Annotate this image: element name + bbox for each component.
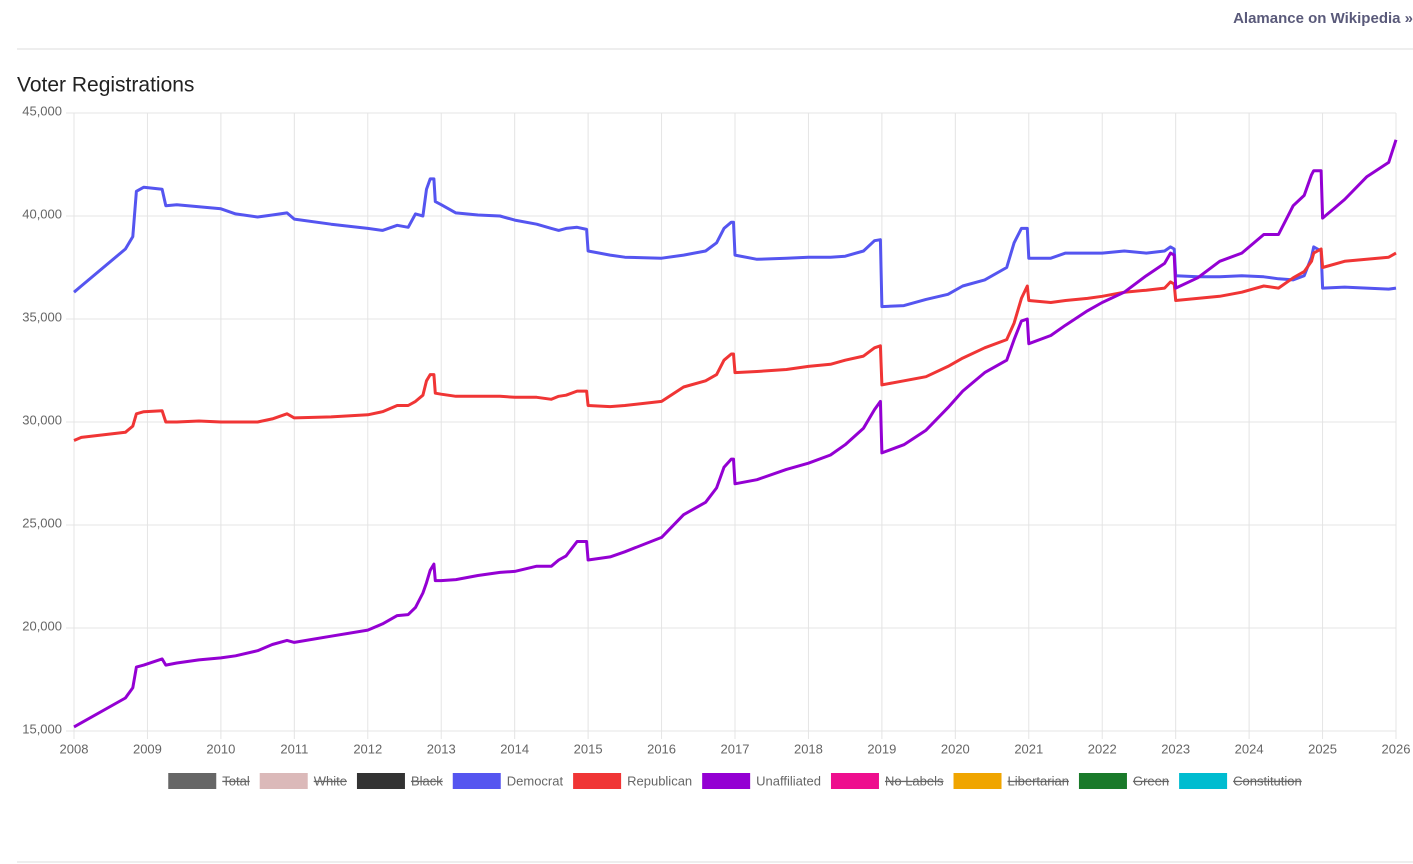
legend-swatch <box>259 773 308 789</box>
x-tick-label: 2008 <box>60 741 89 756</box>
legend-item[interactable]: Democrat <box>452 773 564 789</box>
y-tick-label: 30,000 <box>22 412 62 427</box>
legend-label: Unaffiliated <box>756 773 821 788</box>
legend-item[interactable]: Total <box>168 773 250 789</box>
legend-item[interactable]: White <box>259 773 347 789</box>
x-tick-label: 2013 <box>427 741 456 756</box>
legend-swatch <box>573 773 622 789</box>
x-tick-label: 2009 <box>133 741 162 756</box>
legend-swatch <box>830 773 879 789</box>
legend-label: Constitution <box>1233 773 1302 788</box>
x-tick-label: 2016 <box>647 741 676 756</box>
legend-label: Democrat <box>507 773 564 788</box>
x-tick-label: 2014 <box>500 741 529 756</box>
legend-swatch <box>1179 773 1228 789</box>
legend-label: No Labels <box>885 773 944 788</box>
legend-swatch <box>452 773 501 789</box>
legend-swatch <box>953 773 1002 789</box>
legend-label: Libertarian <box>1008 773 1069 788</box>
legend-label: Total <box>222 773 250 788</box>
x-tick-label: 2025 <box>1308 741 1337 756</box>
wikipedia-link[interactable]: Alamance on Wikipedia » <box>1233 10 1413 27</box>
y-tick-label: 20,000 <box>22 618 62 633</box>
chart-title: Voter Registrations <box>17 74 194 97</box>
y-tick-label: 45,000 <box>22 103 62 118</box>
x-tick-label: 2012 <box>353 741 382 756</box>
y-tick-label: 40,000 <box>22 206 62 221</box>
legend-label: Republican <box>627 773 692 788</box>
x-tick-label: 2024 <box>1235 741 1264 756</box>
series-line <box>73 139 1398 729</box>
legend-item[interactable]: Green <box>1078 773 1169 789</box>
legend-label: Green <box>1133 773 1169 788</box>
legend-item[interactable]: Libertarian <box>953 773 1069 789</box>
legend-label: Black <box>411 773 443 788</box>
x-tick-label: 2023 <box>1161 741 1190 756</box>
legend-item[interactable]: No Labels <box>830 773 944 789</box>
legend-item[interactable]: Black <box>356 773 443 789</box>
x-tick-label: 2019 <box>867 741 896 756</box>
x-tick-label: 2026 <box>1382 741 1411 756</box>
x-tick-label: 2020 <box>941 741 970 756</box>
x-tick-label: 2010 <box>206 741 235 756</box>
legend-swatch <box>1078 773 1127 789</box>
legend-label: White <box>314 773 347 788</box>
legend-item[interactable]: Constitution <box>1179 773 1302 789</box>
series-line <box>73 247 1397 442</box>
x-tick-label: 2017 <box>721 741 750 756</box>
legend-item[interactable]: Republican <box>573 773 692 789</box>
x-tick-label: 2022 <box>1088 741 1117 756</box>
x-tick-label: 2015 <box>574 741 603 756</box>
legend-swatch <box>356 773 405 789</box>
y-tick-label: 25,000 <box>22 515 62 530</box>
x-tick-label: 2011 <box>280 741 308 756</box>
legend-item[interactable]: Unaffiliated <box>702 773 821 789</box>
x-tick-label: 2021 <box>1014 741 1043 756</box>
x-tick-label: 2018 <box>794 741 823 756</box>
y-tick-label: 15,000 <box>22 721 62 736</box>
legend-swatch <box>702 773 751 789</box>
y-tick-label: 35,000 <box>22 309 62 324</box>
legend-swatch <box>168 773 217 789</box>
